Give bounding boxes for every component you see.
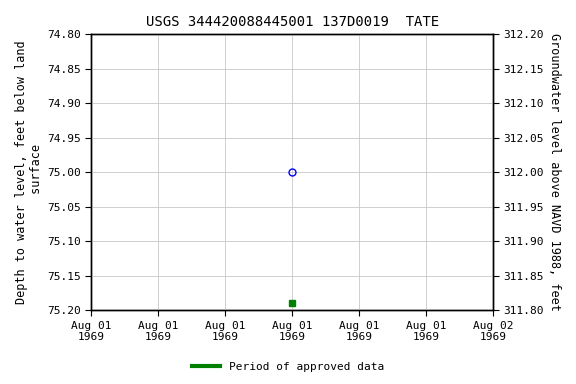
Y-axis label: Groundwater level above NAVD 1988, feet: Groundwater level above NAVD 1988, feet [548,33,561,311]
Legend: Period of approved data: Period of approved data [188,358,388,377]
Title: USGS 344420088445001 137D0019  TATE: USGS 344420088445001 137D0019 TATE [146,15,439,29]
Y-axis label: Depth to water level, feet below land
 surface: Depth to water level, feet below land su… [15,40,43,304]
